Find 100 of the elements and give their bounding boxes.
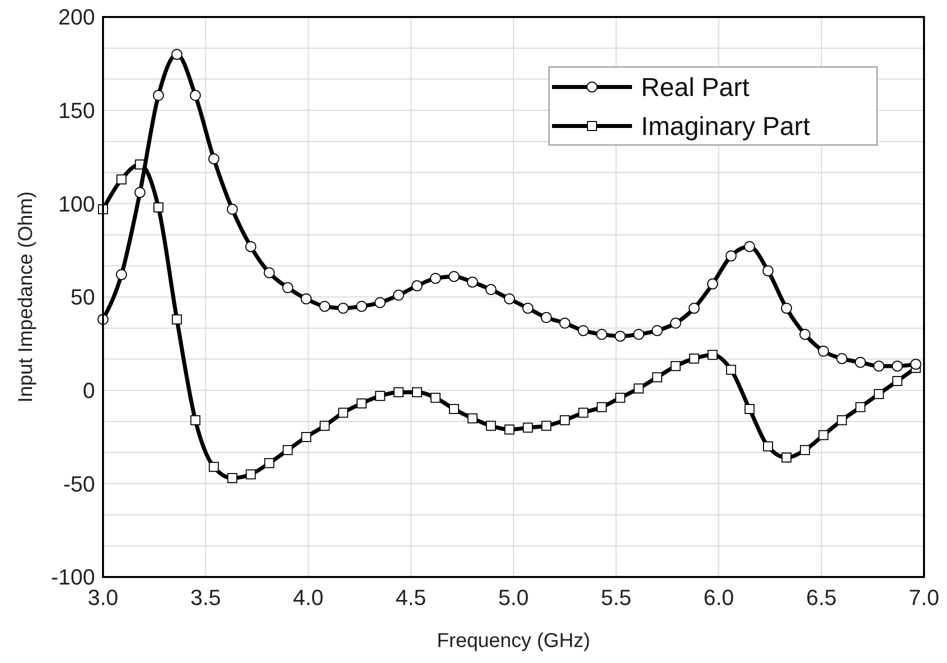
point [190, 415, 200, 426]
y-tick-label: 150 [58, 98, 95, 124]
point [245, 241, 256, 252]
x-axis-title: Frequency (GHz) [436, 630, 590, 652]
point [540, 312, 552, 324]
point [744, 241, 756, 252]
point [708, 350, 718, 360]
point [614, 330, 626, 342]
point [116, 174, 126, 184]
y-tick-label: 0 [82, 378, 95, 404]
point [634, 383, 644, 394]
point [485, 284, 496, 296]
x-tick-label: 4.0 [292, 585, 324, 610]
point [208, 153, 220, 164]
y-axis-title: Input Impedance (Ohm) [15, 191, 37, 403]
point [448, 404, 459, 414]
point [799, 328, 810, 340]
point [300, 293, 312, 304]
point [264, 267, 275, 278]
point [688, 302, 700, 314]
point [670, 318, 682, 329]
point [541, 420, 552, 431]
x-tick-label: 5.5 [600, 585, 632, 610]
point [800, 445, 810, 456]
point [375, 390, 386, 401]
point [780, 302, 792, 314]
point [836, 353, 848, 364]
x-tick-label: 7.0 [908, 585, 940, 610]
point [522, 302, 534, 314]
point [134, 186, 146, 198]
point [763, 441, 774, 452]
point [873, 360, 884, 372]
point [430, 392, 441, 403]
x-tick-label: 4.5 [396, 585, 426, 610]
x-tick-label: 6.0 [703, 585, 734, 610]
y-tick-label: 50 [70, 284, 95, 310]
x-tick-label: 6.5 [806, 585, 837, 610]
point [578, 408, 588, 418]
point [448, 270, 460, 282]
point [689, 354, 700, 364]
point [171, 48, 182, 60]
point [208, 462, 219, 472]
point [855, 402, 866, 412]
point [596, 402, 607, 412]
point [319, 300, 330, 312]
point [153, 202, 164, 212]
point [818, 346, 829, 357]
point [854, 356, 866, 368]
point [874, 389, 884, 400]
point [282, 445, 293, 456]
point [152, 90, 164, 101]
point [486, 420, 496, 431]
point [892, 376, 902, 386]
point [116, 269, 127, 280]
point [633, 328, 644, 340]
point [707, 278, 718, 290]
point [762, 265, 774, 276]
point [190, 90, 201, 101]
point [670, 361, 681, 372]
point [264, 458, 274, 468]
legend-label: Imaginary Part [641, 111, 811, 142]
point [892, 360, 903, 372]
point [412, 387, 422, 398]
point [172, 314, 182, 324]
point [430, 272, 442, 284]
point [504, 424, 514, 435]
point [394, 387, 404, 398]
point [818, 430, 828, 440]
point [246, 469, 256, 480]
x-tick-label: 5.0 [498, 585, 529, 610]
point [910, 358, 922, 370]
point [356, 300, 368, 312]
point [578, 325, 589, 336]
point [559, 318, 570, 329]
point [466, 276, 478, 288]
point [227, 473, 238, 484]
point [320, 420, 330, 431]
x-tick-label: 3.5 [190, 585, 221, 610]
point [615, 392, 626, 403]
point [596, 328, 608, 340]
point [338, 302, 349, 314]
y-tick-label: 100 [58, 191, 95, 216]
point [652, 325, 663, 336]
point [282, 282, 294, 294]
point [374, 297, 386, 308]
point [412, 280, 423, 292]
point [744, 404, 755, 414]
point [393, 290, 404, 301]
point [338, 408, 348, 418]
point [836, 415, 847, 426]
point [467, 413, 478, 424]
legend-label: Real Part [641, 72, 750, 102]
y-tick-label: 200 [58, 4, 95, 30]
point [504, 293, 515, 304]
point [560, 415, 570, 426]
point [726, 364, 736, 375]
point [226, 204, 238, 215]
point [356, 398, 367, 408]
point [301, 432, 312, 442]
point [522, 422, 533, 433]
